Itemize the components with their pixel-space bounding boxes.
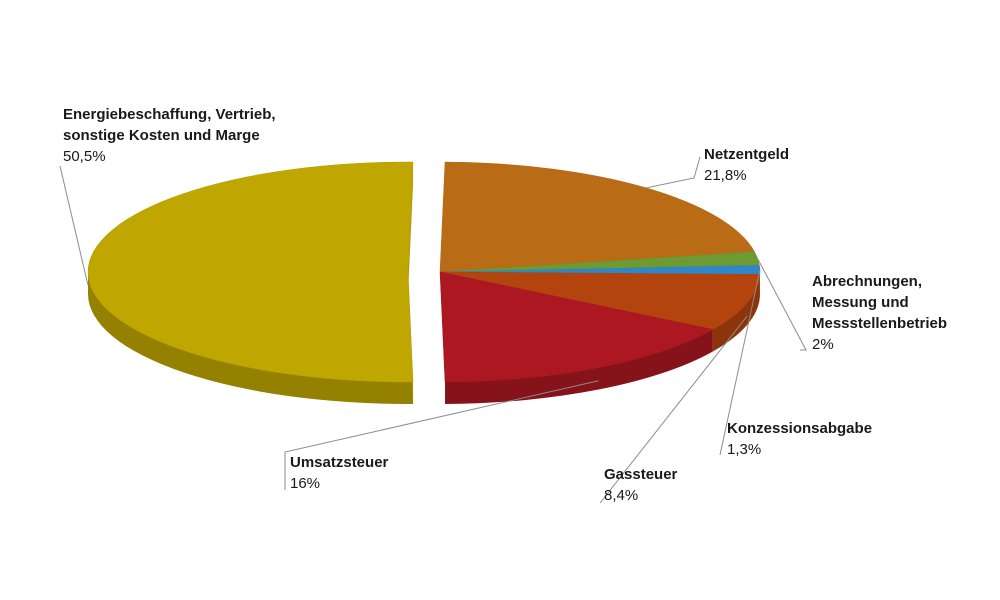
pie-top-faces	[87, 161, 761, 383]
leader-line-energie	[59, 165, 89, 286]
slice-energie	[87, 161, 414, 383]
label-umsatzsteuer-value: 16%	[290, 475, 321, 492]
side-wall-energie	[88, 272, 414, 404]
label-netzentgeld-value: 21,8%	[704, 167, 747, 184]
label-netzentgeld-name: Netzentgeld	[704, 146, 790, 163]
leader-line-abrechnung	[757, 258, 807, 351]
label-abrechnungen: Abrechnungen, Messung und Messstellenbet…	[812, 271, 947, 355]
label-gassteuer: Gassteuer 8,4%	[604, 464, 677, 506]
leader-lines	[59, 156, 807, 504]
label-energiebeschaffung-name: Energiebeschaffung, Vertrieb, sonstige K…	[63, 106, 276, 144]
label-umsatzsteuer-name: Umsatzsteuer	[290, 454, 389, 471]
slice-netz	[439, 161, 755, 273]
label-abrechnungen-name: Abrechnungen, Messung und Messstellenbet…	[812, 273, 948, 332]
leader-line-netz	[646, 156, 701, 189]
slice-gas	[439, 271, 761, 330]
label-konzessionsabgabe: Konzessionsabgabe 1,3%	[727, 418, 872, 460]
label-konzessionsabgabe-value: 1,3%	[727, 441, 762, 458]
label-abrechnungen-value: 2%	[812, 336, 834, 353]
label-energiebeschaffung: Energiebeschaffung, Vertrieb, sonstige K…	[63, 104, 276, 167]
cut-face-energie-1	[408, 162, 414, 294]
label-umsatzsteuer: Umsatzsteuer 16%	[290, 452, 388, 494]
label-energiebeschaffung-value: 50,5%	[63, 148, 106, 165]
side-wall-gas	[712, 274, 760, 352]
label-gassteuer-name: Gassteuer	[604, 466, 678, 483]
side-wall-ust	[445, 329, 713, 404]
leader-line-ust	[284, 380, 599, 490]
leader-line-konzession	[719, 269, 761, 456]
label-konzessionsabgabe-name: Konzessionsabgabe	[727, 420, 873, 437]
leader-line-gas	[599, 315, 748, 504]
label-gassteuer-value: 8,4%	[604, 487, 639, 504]
label-netzentgeld: Netzentgeld 21,8%	[704, 144, 789, 186]
slice-ust	[439, 271, 714, 383]
